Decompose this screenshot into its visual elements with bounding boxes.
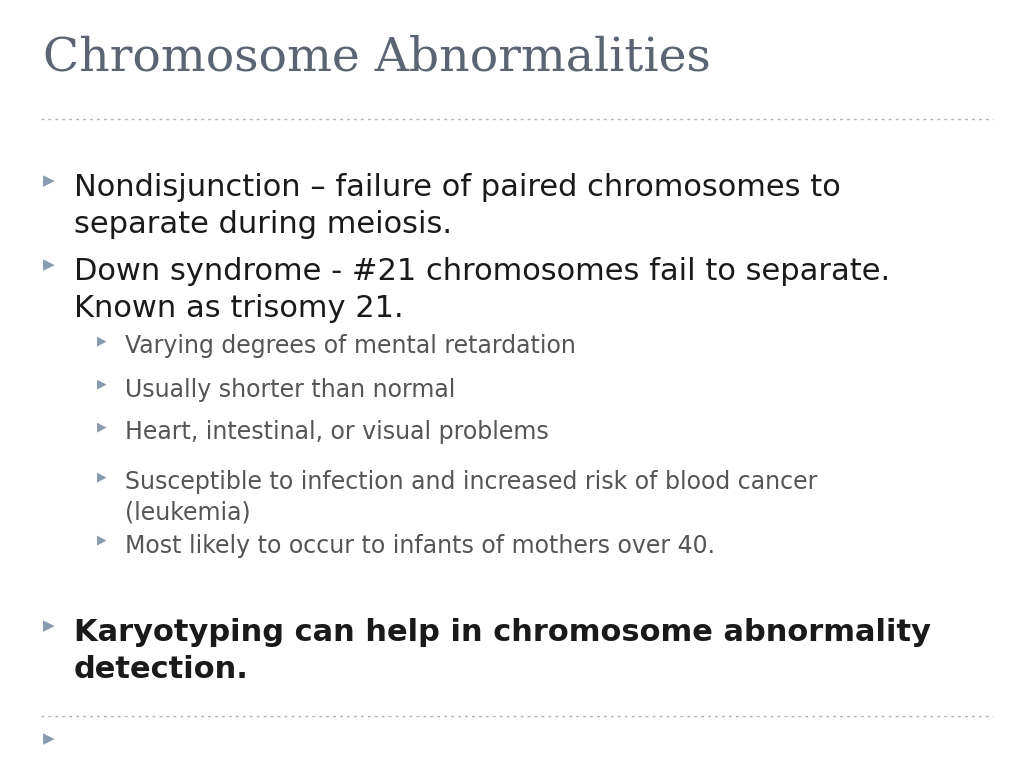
- Text: ▶: ▶: [43, 173, 54, 188]
- Text: Nondisjunction – failure of paired chromosomes to
separate during meiosis.: Nondisjunction – failure of paired chrom…: [74, 173, 841, 239]
- Text: Most likely to occur to infants of mothers over 40.: Most likely to occur to infants of mothe…: [125, 534, 715, 558]
- Text: ▶: ▶: [43, 731, 54, 746]
- Text: ▶: ▶: [97, 420, 106, 433]
- Text: ▶: ▶: [97, 334, 106, 347]
- Text: ▶: ▶: [43, 618, 54, 634]
- Text: Usually shorter than normal: Usually shorter than normal: [125, 378, 456, 402]
- Text: ▶: ▶: [97, 378, 106, 391]
- Text: Karyotyping can help in chromosome abnormality
detection.: Karyotyping can help in chromosome abnor…: [74, 618, 931, 684]
- Text: Heart, intestinal, or visual problems: Heart, intestinal, or visual problems: [125, 420, 549, 444]
- Text: Varying degrees of mental retardation: Varying degrees of mental retardation: [125, 334, 575, 358]
- Text: Susceptible to infection and increased risk of blood cancer
(leukemia): Susceptible to infection and increased r…: [125, 470, 817, 525]
- Text: Down syndrome - #21 chromosomes fail to separate.
Known as trisomy 21.: Down syndrome - #21 chromosomes fail to …: [74, 257, 890, 323]
- Text: ▶: ▶: [43, 257, 54, 273]
- Text: ▶: ▶: [97, 470, 106, 483]
- Text: Chromosome Abnormalities: Chromosome Abnormalities: [43, 35, 711, 81]
- Text: ▶: ▶: [97, 534, 106, 547]
